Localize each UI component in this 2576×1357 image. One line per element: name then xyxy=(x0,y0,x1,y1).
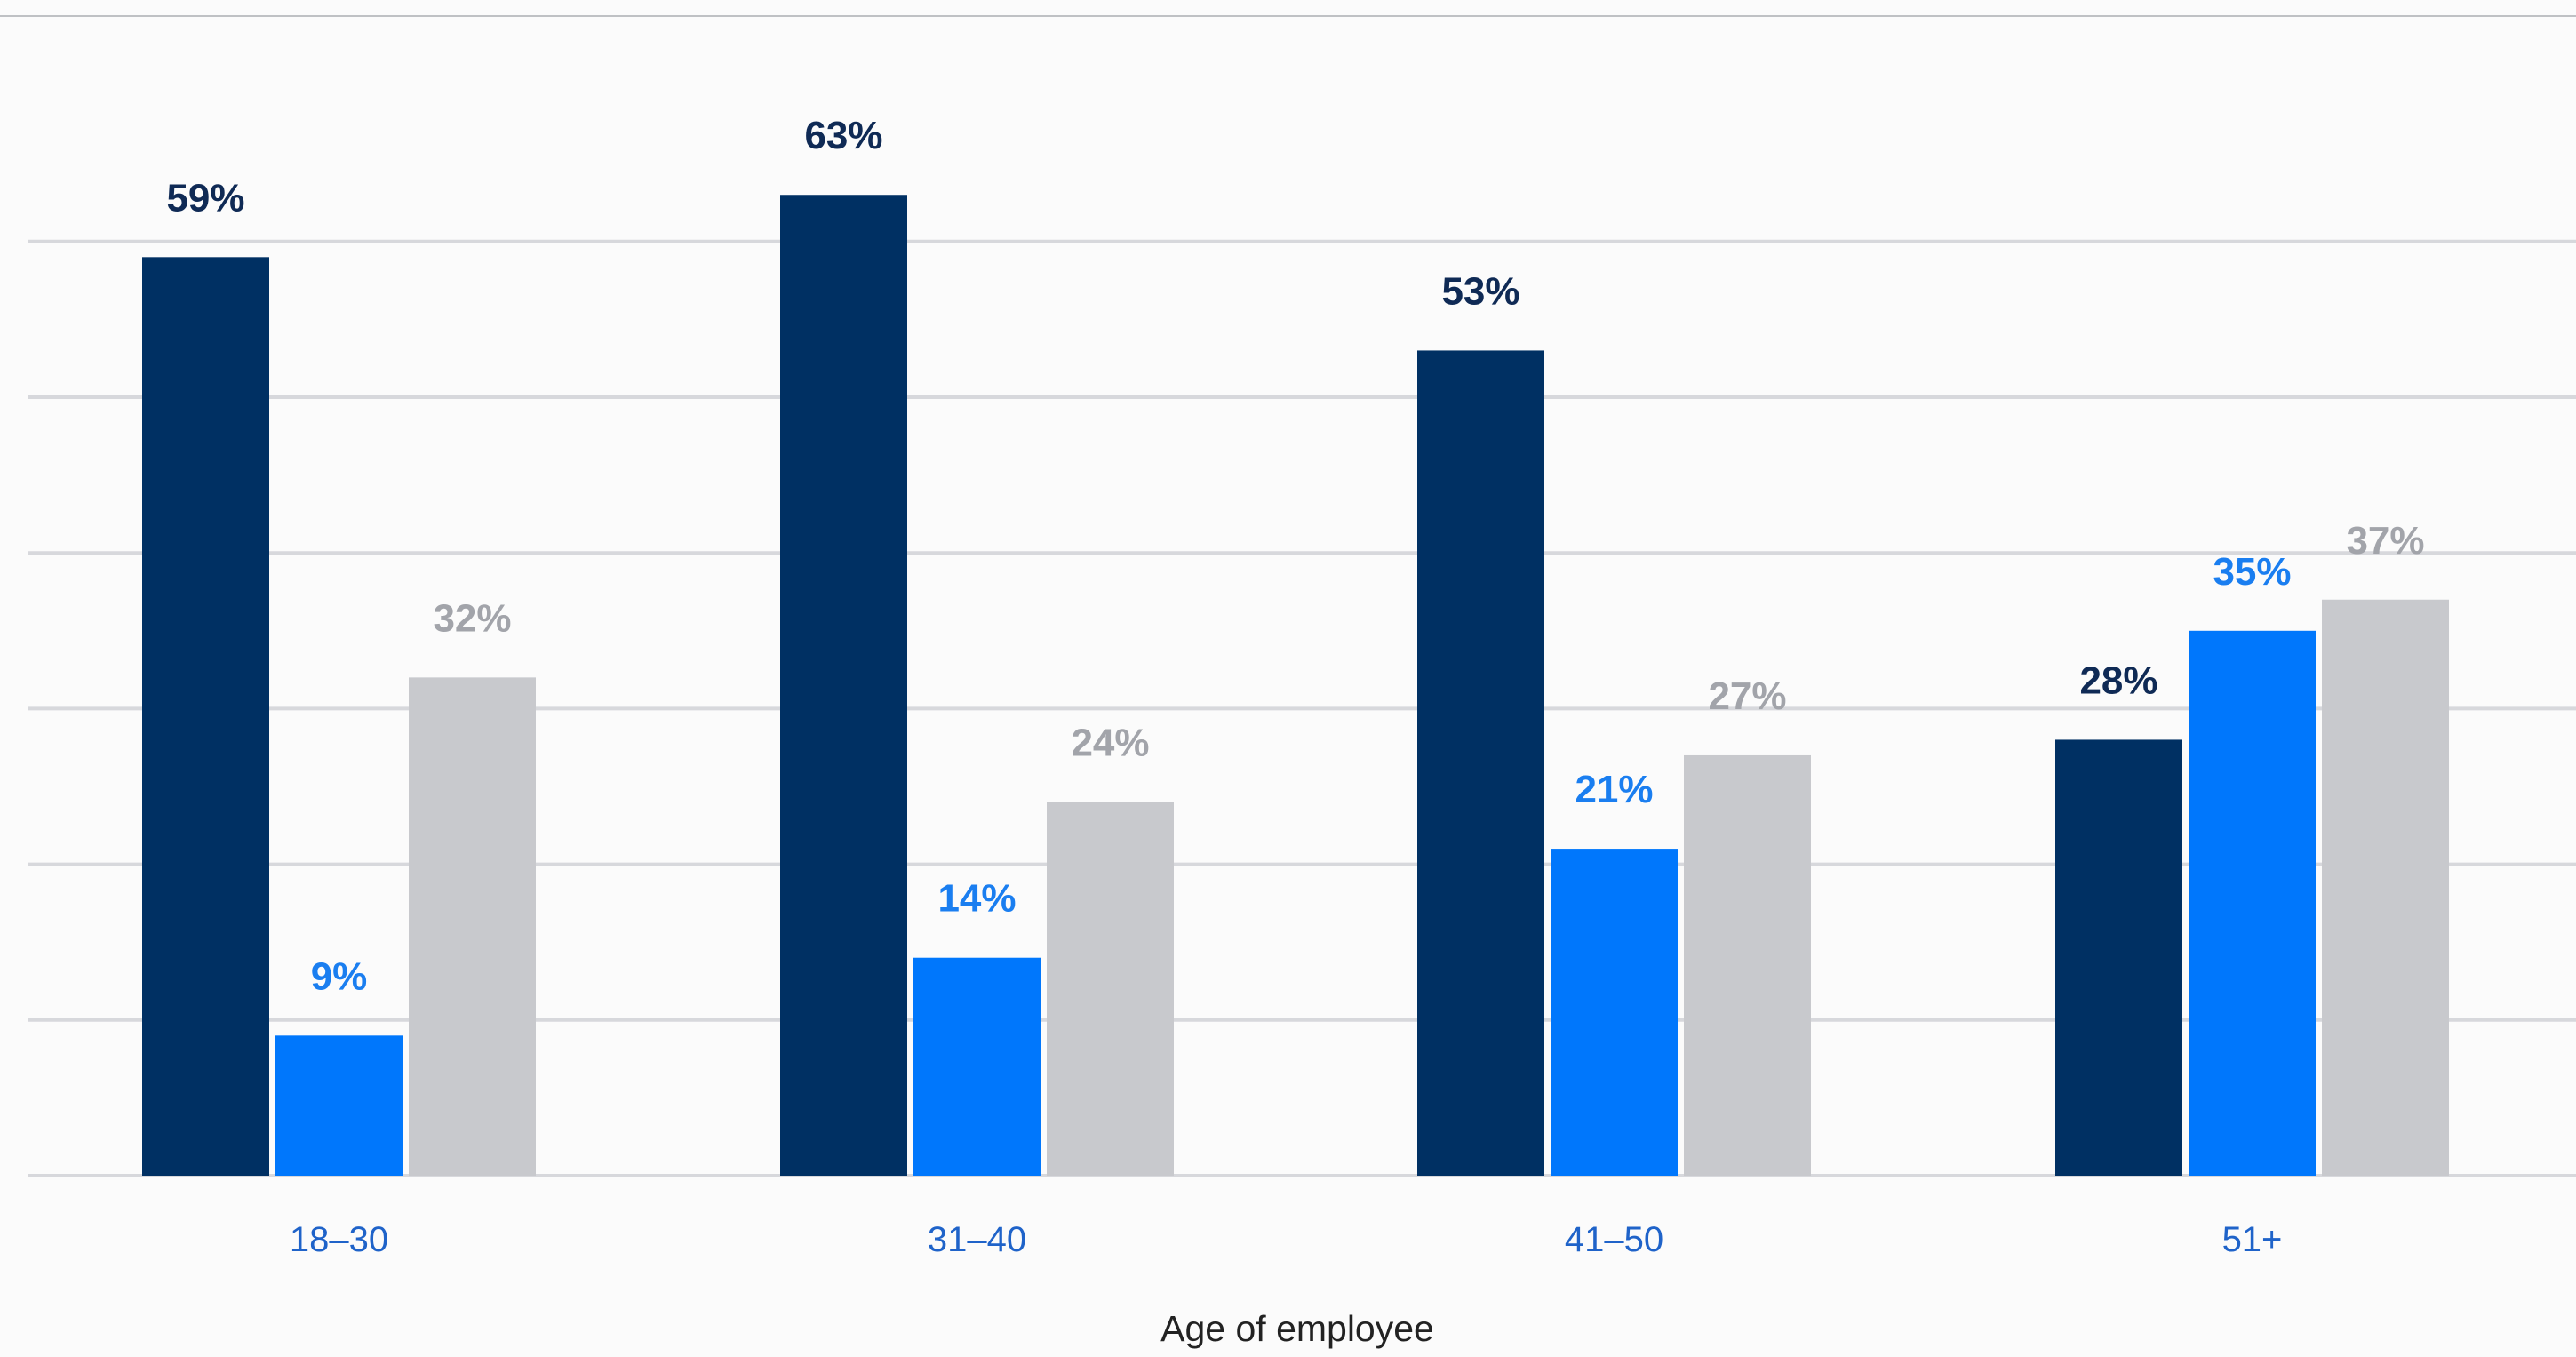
category-label: 31–40 xyxy=(928,1220,1026,1259)
category-label: 51+ xyxy=(2222,1220,2283,1259)
bar-series1-41–50 xyxy=(1417,350,1544,1176)
value-label: 37% xyxy=(2346,519,2424,563)
value-labels: 59% 63% 53% 28% 9% 14% 21% 35% 32% 24% 27% 37% xyxy=(166,114,2424,998)
x-axis-title: Age of employee xyxy=(1160,1308,1434,1349)
bar-series2-41–50 xyxy=(1551,849,1678,1176)
value-label: 59% xyxy=(166,176,244,220)
category-label: 18–30 xyxy=(290,1220,388,1259)
value-label: 21% xyxy=(1575,768,1653,811)
bars xyxy=(142,195,2449,1177)
bar-series2-51+ xyxy=(2189,630,2316,1176)
bar-series3-18–30 xyxy=(409,677,536,1176)
value-label: 63% xyxy=(804,114,882,157)
bar-series1-51+ xyxy=(2055,739,2182,1176)
value-label: 24% xyxy=(1071,722,1149,765)
bar-series3-51+ xyxy=(2322,599,2449,1176)
bar-series2-31–40 xyxy=(913,957,1041,1176)
value-label: 28% xyxy=(2079,659,2157,702)
value-label: 27% xyxy=(1708,675,1786,718)
value-label: 35% xyxy=(2213,550,2291,594)
bar-series1-31–40 xyxy=(780,195,907,1177)
value-label: 9% xyxy=(311,954,368,998)
bar-series1-18–30 xyxy=(142,257,269,1176)
value-label: 14% xyxy=(937,877,1016,921)
value-label: 32% xyxy=(433,596,511,640)
bar-series3-31–40 xyxy=(1047,802,1174,1176)
bar-series2-18–30 xyxy=(275,1035,403,1176)
category-label: 41–50 xyxy=(1565,1220,1663,1259)
category-labels: 18–30 31–40 41–50 51+ xyxy=(290,1220,2283,1259)
value-label: 53% xyxy=(1441,269,1519,313)
bar-series3-41–50 xyxy=(1684,754,1811,1176)
